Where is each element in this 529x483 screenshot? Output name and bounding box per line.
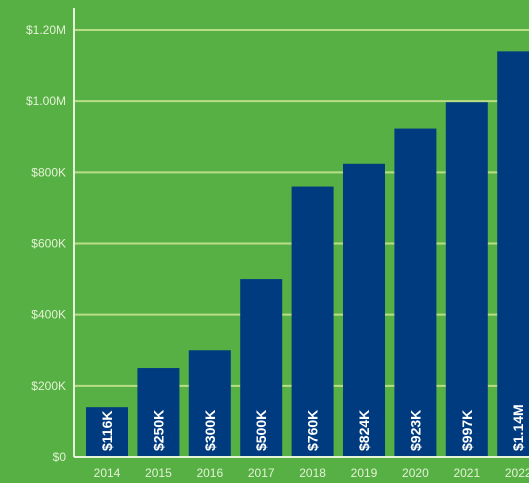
x-tick-label: 2020: [402, 466, 429, 480]
y-tick-label: $1.00M: [26, 94, 66, 108]
x-axis-ticks: 2014 2015 2016 2017 2018 2019 2020 2021 2022: [94, 466, 529, 480]
x-tick-label: 2019: [351, 466, 378, 480]
y-tick-label: $200K: [31, 379, 66, 393]
bar-value-labels: $116K $250K $300K $500K $760K $824K $923K $997K…: [99, 404, 526, 451]
y-tick-label: $800K: [31, 165, 66, 179]
x-tick-label: 2022: [505, 466, 529, 480]
bar-value-label: $500K: [253, 410, 269, 451]
bar: [240, 279, 283, 457]
y-tick-label: $400K: [31, 308, 66, 322]
bar-value-label: $824K: [356, 410, 372, 451]
bar: [343, 163, 385, 457]
y-axis-ticks: $0 $200K $400K $600K $800K $1.00M $1.20M: [26, 23, 66, 464]
bar: [291, 186, 334, 458]
bar: [394, 128, 437, 457]
y-tick-label: $600K: [31, 237, 66, 251]
bar: [497, 51, 529, 457]
x-tick-label: 2014: [94, 466, 121, 480]
bar-value-label: $1.14M: [510, 404, 526, 451]
bar-value-label: $997K: [459, 410, 475, 451]
x-tick-label: 2016: [196, 466, 223, 480]
y-tick-label: $0: [53, 450, 67, 464]
bar-value-label: $116K: [99, 411, 115, 451]
bar: [445, 102, 488, 458]
x-tick-label: 2015: [145, 466, 172, 480]
bar: [86, 407, 128, 457]
bar-value-label: $250K: [150, 410, 166, 451]
x-tick-label: 2018: [299, 466, 326, 480]
bar-value-label: $923K: [407, 410, 423, 451]
x-tick-label: 2021: [453, 466, 480, 480]
x-tick-label: 2017: [248, 466, 275, 480]
bar-value-label: $300K: [202, 410, 218, 451]
bars: [86, 51, 529, 458]
y-tick-label: $1.20M: [26, 23, 66, 37]
bar-value-label: $760K: [305, 410, 321, 451]
bar: [188, 350, 231, 457]
bar: [137, 368, 180, 457]
axes: [73, 8, 529, 458]
